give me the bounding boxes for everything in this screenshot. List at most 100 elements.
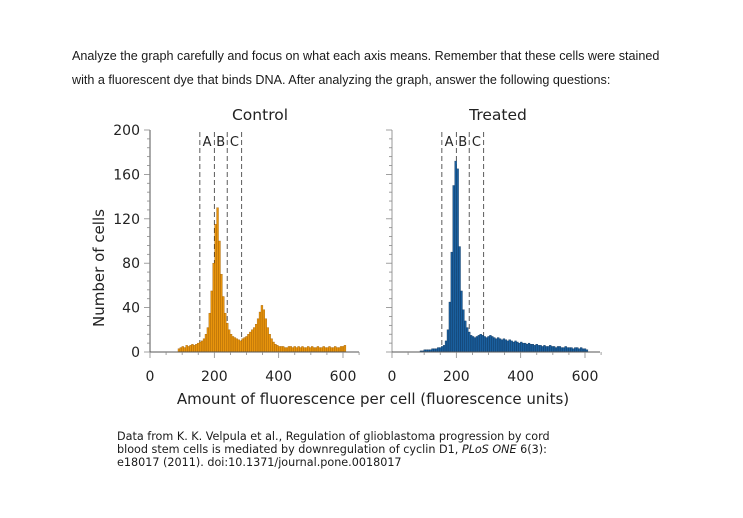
control-bar [214,224,217,353]
control-bar [245,336,248,353]
control-bar [274,344,277,353]
control-bar [212,263,215,353]
control-bar [206,327,210,353]
y-tick-label: 160 [113,167,140,183]
instructions: Analyze the graph carefully and focus on… [72,44,712,92]
control-bar [341,346,345,353]
treated-bar [543,345,546,353]
control-bar [301,346,304,353]
control-bar [185,345,188,353]
control-bar [227,329,231,353]
control-x-tick-label: 0 [146,369,155,385]
control-bar [247,334,250,353]
control-panel: Control A B C 0 40 80 120 160 200 0 200 400 600 [113,106,360,385]
control-region-c-label: C [230,135,239,150]
control-bar [224,312,227,353]
control-bar [197,342,200,353]
control-bar [278,346,281,353]
treated-bar [450,251,453,353]
treated-bar [485,337,488,353]
treated-bar [497,337,500,353]
control-bar [220,274,223,353]
control-bar [318,347,321,353]
citation-line-3: e18017 (2011). doi:10.1371/journal.pone.… [117,456,402,469]
treated-bar [464,320,467,353]
treated-bar [570,347,573,353]
treated-bar [466,327,469,353]
y-axis-title: Number of cells [90,209,108,327]
treated-bar [495,338,498,353]
treated-bar [564,346,567,353]
control-bar [309,347,312,353]
control-bar [270,338,273,353]
control-bar [187,346,190,353]
control-x-tick-label: 200 [201,369,228,385]
control-bar [280,346,283,353]
treated-bar [539,345,542,353]
treated-bar [481,335,484,353]
control-bar [330,347,333,353]
treated-bar [541,346,544,353]
treated-bar [508,339,511,353]
treated-bar [566,347,569,353]
treated-bar [524,342,527,353]
control-bar [200,340,204,353]
treated-bar [502,338,506,353]
treated-region-a-label: A [445,135,454,150]
control-bar [314,347,318,353]
control-bar [251,329,254,353]
control-bar [262,309,266,353]
control-title: Control [232,106,288,124]
control-bar [337,347,341,353]
control-bar [297,346,300,353]
control-bar [276,345,279,353]
treated-bar [527,342,531,353]
treated-bar [489,335,492,353]
treated-title: Treated [468,106,527,124]
treated-bar [512,341,515,353]
control-bar [249,331,252,353]
treated-bar [516,341,519,353]
control-bar [285,347,289,353]
treated-bar [522,342,525,353]
control-bar [282,346,285,353]
treated-bar [547,346,550,353]
treated-bar [514,340,517,353]
control-bar [258,311,262,353]
treated-x-tick-label: 600 [572,369,599,385]
treated-bar [479,334,482,353]
y-tick-label: 80 [122,256,140,272]
control-bar [332,347,335,353]
treated-bar [452,185,455,353]
control-bar [239,340,242,353]
control-bar [208,312,211,353]
control-bar [339,346,343,353]
control-bar [189,345,192,353]
control-bar [241,338,244,353]
control-bar [179,347,183,353]
control-bar [255,324,258,353]
control-region-a-label: A [203,135,212,150]
source-citation: Data from K. K. Velpula et al., Regulati… [117,430,617,469]
treated-bar [545,346,548,353]
treated-panel: Treated A B C 0 200 400 600 [386,106,602,385]
control-bar [191,344,194,353]
control-bar [237,339,240,353]
control-bar [299,347,302,353]
control-bar [231,336,235,353]
treated-bar [483,336,486,353]
treated-region-c-label: C [472,135,481,150]
y-tick-label: 200 [113,123,140,139]
treated-bar [549,345,552,353]
treated-bar [562,347,565,353]
control-bar [256,318,260,353]
control-bar [233,337,237,353]
treated-bar [529,344,533,353]
instructions-line-2: with a fluorescent dye that binds DNA. A… [72,73,611,87]
control-bar [326,347,329,353]
control-bar [193,345,196,353]
treated-bar [477,335,480,353]
treated-bar [442,345,446,353]
treated-bar [468,331,471,353]
